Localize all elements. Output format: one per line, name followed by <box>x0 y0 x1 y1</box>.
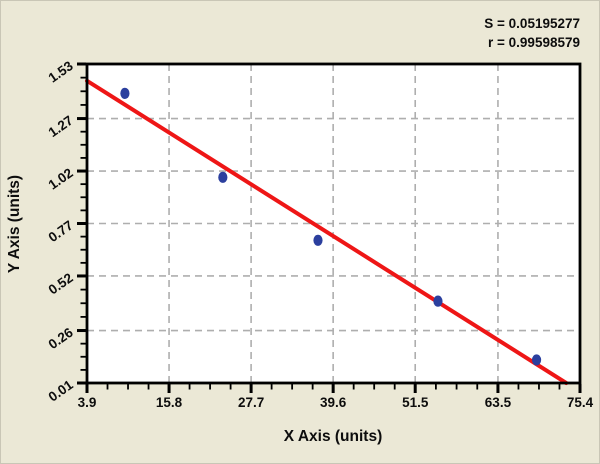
data-point <box>218 171 228 183</box>
y-tick-label: 0.52 <box>46 270 76 297</box>
x-axis-title: X Axis (units) <box>284 428 382 445</box>
x-tick-label: 63.5 <box>485 395 512 410</box>
x-tick-label: 51.5 <box>402 395 429 410</box>
stat-s-value: S = 0.05195277 <box>484 16 580 31</box>
x-tick-label: 27.7 <box>238 395 264 410</box>
data-point <box>531 354 542 366</box>
y-tick-label: 0.77 <box>46 218 76 245</box>
y-tick-label: 0.26 <box>46 324 77 352</box>
y-tick-label: 0.01 <box>46 377 77 405</box>
x-tick-label: 15.8 <box>156 395 183 410</box>
data-point <box>433 295 443 307</box>
data-points <box>120 87 542 366</box>
y-tick-label: 1.02 <box>46 165 76 192</box>
data-point <box>120 87 130 99</box>
x-tick-label: 39.6 <box>320 395 347 410</box>
axis-ticks <box>77 62 582 393</box>
x-tick-label: 75.4 <box>567 395 594 410</box>
plot-border <box>85 62 582 385</box>
y-tick-label: 1.53 <box>46 58 77 86</box>
plot-area: 3.9 15.8 27.7 39.6 51.5 63.5 75.4 0.01 0.26 0.52 0… <box>46 58 594 410</box>
fit-line <box>85 78 569 385</box>
y-tick-label: 1.27 <box>46 113 76 140</box>
data-point <box>313 234 323 246</box>
stat-r-value: r = 0.99598579 <box>488 35 580 50</box>
grid-lines <box>87 64 580 383</box>
y-axis-title: Y Axis (units) <box>6 175 23 273</box>
x-tick-label: 3.9 <box>78 395 97 410</box>
